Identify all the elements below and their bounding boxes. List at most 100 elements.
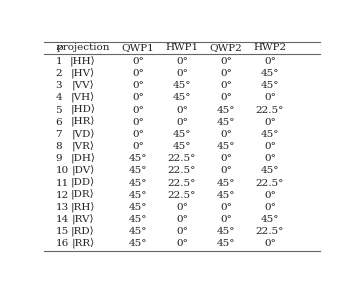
Text: 0°: 0° [264,154,276,163]
Text: 5: 5 [55,105,62,115]
Text: |RR⟩: |RR⟩ [71,239,94,249]
Text: 45°: 45° [173,93,191,102]
Text: 0°: 0° [220,81,232,90]
Text: 0°: 0° [220,93,232,102]
Text: 45°: 45° [173,142,191,151]
Text: 0°: 0° [176,227,188,236]
Text: 12: 12 [55,191,69,200]
Text: 0°: 0° [132,105,144,115]
Text: 1: 1 [55,57,62,66]
Text: 0°: 0° [132,118,144,127]
Text: 3: 3 [55,81,62,90]
Text: ν: ν [55,43,62,52]
Text: 7: 7 [55,130,62,139]
Text: 22.5°: 22.5° [256,227,284,236]
Text: 22.5°: 22.5° [168,179,196,187]
Text: 0°: 0° [176,215,188,224]
Text: 0°: 0° [132,81,144,90]
Text: 45°: 45° [173,81,191,90]
Text: 0°: 0° [264,118,276,127]
Text: 45°: 45° [173,130,191,139]
Text: |DH⟩: |DH⟩ [70,154,95,164]
Text: 45°: 45° [129,191,147,200]
Text: 45°: 45° [261,69,279,78]
Text: |DV⟩: |DV⟩ [71,166,94,176]
Text: 45°: 45° [217,118,235,127]
Text: 0°: 0° [220,203,232,212]
Text: 0°: 0° [176,203,188,212]
Text: projection: projection [56,43,110,52]
Text: 45°: 45° [129,215,147,224]
Text: |HH⟩: |HH⟩ [70,56,96,67]
Text: |DR⟩: |DR⟩ [71,190,95,200]
Text: 45°: 45° [129,166,147,175]
Text: 0°: 0° [132,142,144,151]
Text: |VV⟩: |VV⟩ [72,80,94,91]
Text: 0°: 0° [132,57,144,66]
Text: 45°: 45° [129,239,147,249]
Text: 45°: 45° [129,227,147,236]
Text: 0°: 0° [132,69,144,78]
Text: 0°: 0° [220,57,232,66]
Text: 45°: 45° [261,81,279,90]
Text: 4: 4 [55,93,62,102]
Text: |RD⟩: |RD⟩ [71,227,95,237]
Text: 22.5°: 22.5° [256,179,284,187]
Text: 45°: 45° [217,191,235,200]
Text: 2: 2 [55,69,62,78]
Text: 14: 14 [55,215,69,224]
Text: 45°: 45° [261,215,279,224]
Text: 0°: 0° [176,105,188,115]
Text: 0°: 0° [176,239,188,249]
Text: |VH⟩: |VH⟩ [71,93,95,103]
Text: 45°: 45° [129,154,147,163]
Text: 0°: 0° [176,57,188,66]
Text: 13: 13 [55,203,69,212]
Text: 22.5°: 22.5° [168,154,196,163]
Text: 45°: 45° [261,166,279,175]
Text: HWP2: HWP2 [253,43,286,52]
Text: 0°: 0° [264,142,276,151]
Text: 45°: 45° [217,227,235,236]
Text: |RH⟩: |RH⟩ [71,202,95,213]
Text: 45°: 45° [217,105,235,115]
Text: 0°: 0° [264,93,276,102]
Text: 8: 8 [55,142,62,151]
Text: |VD⟩: |VD⟩ [71,129,94,140]
Text: 0°: 0° [220,154,232,163]
Text: 22.5°: 22.5° [168,166,196,175]
Text: 0°: 0° [176,118,188,127]
Text: 45°: 45° [217,239,235,249]
Text: |HV⟩: |HV⟩ [71,68,95,79]
Text: 9: 9 [55,154,62,163]
Text: |VR⟩: |VR⟩ [71,141,94,152]
Text: HWP1: HWP1 [165,43,198,52]
Text: |DD⟩: |DD⟩ [71,178,95,188]
Text: QWP2: QWP2 [209,43,242,52]
Text: 0°: 0° [264,203,276,212]
Text: 45°: 45° [261,130,279,139]
Text: 0°: 0° [264,191,276,200]
Text: 16: 16 [55,239,69,249]
Text: 45°: 45° [129,179,147,187]
Text: 45°: 45° [129,203,147,212]
Text: 45°: 45° [217,179,235,187]
Text: 0°: 0° [220,215,232,224]
Text: 0°: 0° [264,239,276,249]
Text: 0°: 0° [132,130,144,139]
Text: QWP1: QWP1 [121,43,154,52]
Text: 0°: 0° [176,69,188,78]
Text: 0°: 0° [220,166,232,175]
Text: 10: 10 [55,166,69,175]
Text: 11: 11 [55,179,69,187]
Text: 0°: 0° [264,57,276,66]
Text: |HR⟩: |HR⟩ [71,117,95,127]
Text: 22.5°: 22.5° [168,191,196,200]
Text: 0°: 0° [220,130,232,139]
Text: 22.5°: 22.5° [256,105,284,115]
Text: 45°: 45° [217,142,235,151]
Text: 6: 6 [55,118,62,127]
Text: |RV⟩: |RV⟩ [72,214,94,225]
Text: 15: 15 [55,227,69,236]
Text: 0°: 0° [132,93,144,102]
